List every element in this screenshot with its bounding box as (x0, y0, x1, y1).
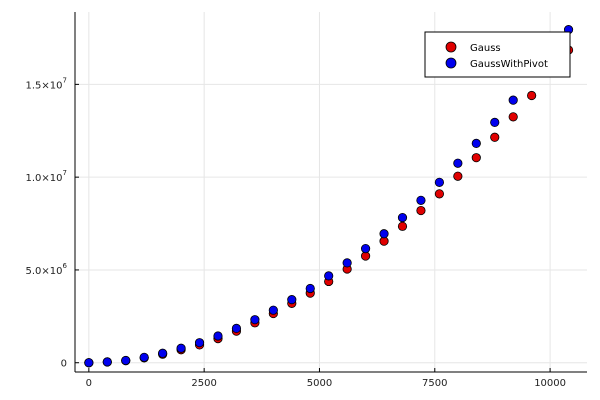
point-gausswithpivot (176, 343, 186, 353)
point-gausswithpivot (508, 95, 518, 105)
point-gauss (434, 189, 444, 199)
legend-marker-gauss (445, 41, 457, 53)
point-gauss (490, 132, 500, 142)
point-gauss (508, 112, 518, 122)
point-gausswithpivot (287, 295, 297, 305)
y-tick-label: 1.0×107 (26, 169, 67, 184)
x-tick-label: 10000 (534, 378, 566, 389)
point-gausswithpivot (324, 271, 334, 281)
point-gausswithpivot (471, 138, 481, 148)
point-gauss (397, 221, 408, 231)
y-tick-label: 0 (61, 359, 67, 370)
x-tick-label: 5000 (307, 378, 332, 389)
point-gausswithpivot (84, 358, 94, 368)
point-gauss (471, 153, 481, 163)
y-tick-label: 1.5×107 (26, 76, 67, 91)
point-gausswithpivot (416, 195, 426, 205)
point-gausswithpivot (360, 243, 371, 254)
point-gausswithpivot (268, 305, 278, 315)
point-gausswithpivot (213, 331, 223, 341)
point-gausswithpivot (490, 117, 500, 128)
point-gausswithpivot (397, 213, 408, 223)
point-gauss (527, 90, 537, 101)
axis-layer (74, 12, 587, 373)
x-tick-label: 7500 (422, 378, 447, 389)
legend-label-gauss: Gauss (470, 43, 501, 54)
x-tick-label: 0 (86, 378, 92, 389)
point-gausswithpivot (342, 258, 352, 268)
point-gausswithpivot (121, 355, 131, 366)
y-tick-label: 5.0×106 (26, 262, 68, 277)
tick-layer: 0 2500 5000 7500 10000 0 5.0×106 1.0×107 1.5×107 (26, 76, 566, 389)
x-tick-label: 2500 (191, 378, 216, 389)
point-gauss (453, 171, 463, 181)
point-gausswithpivot (231, 323, 242, 333)
point-gausswithpivot (379, 229, 389, 239)
point-gausswithpivot (194, 338, 205, 348)
point-gausswithpivot (453, 158, 463, 168)
point-gausswithpivot (102, 357, 112, 367)
legend: Gauss GaussWithPivot (424, 31, 571, 78)
legend-marker-gausswithpivot (445, 57, 457, 69)
point-gausswithpivot (305, 283, 315, 294)
legend-box (424, 31, 571, 78)
legend-label-gausswithpivot: GaussWithPivot (470, 59, 548, 70)
point-gausswithpivot (250, 315, 260, 325)
point-gausswithpivot (434, 177, 444, 187)
point-gauss (416, 205, 426, 216)
point-gausswithpivot (158, 348, 168, 358)
point-gausswithpivot (139, 352, 149, 362)
